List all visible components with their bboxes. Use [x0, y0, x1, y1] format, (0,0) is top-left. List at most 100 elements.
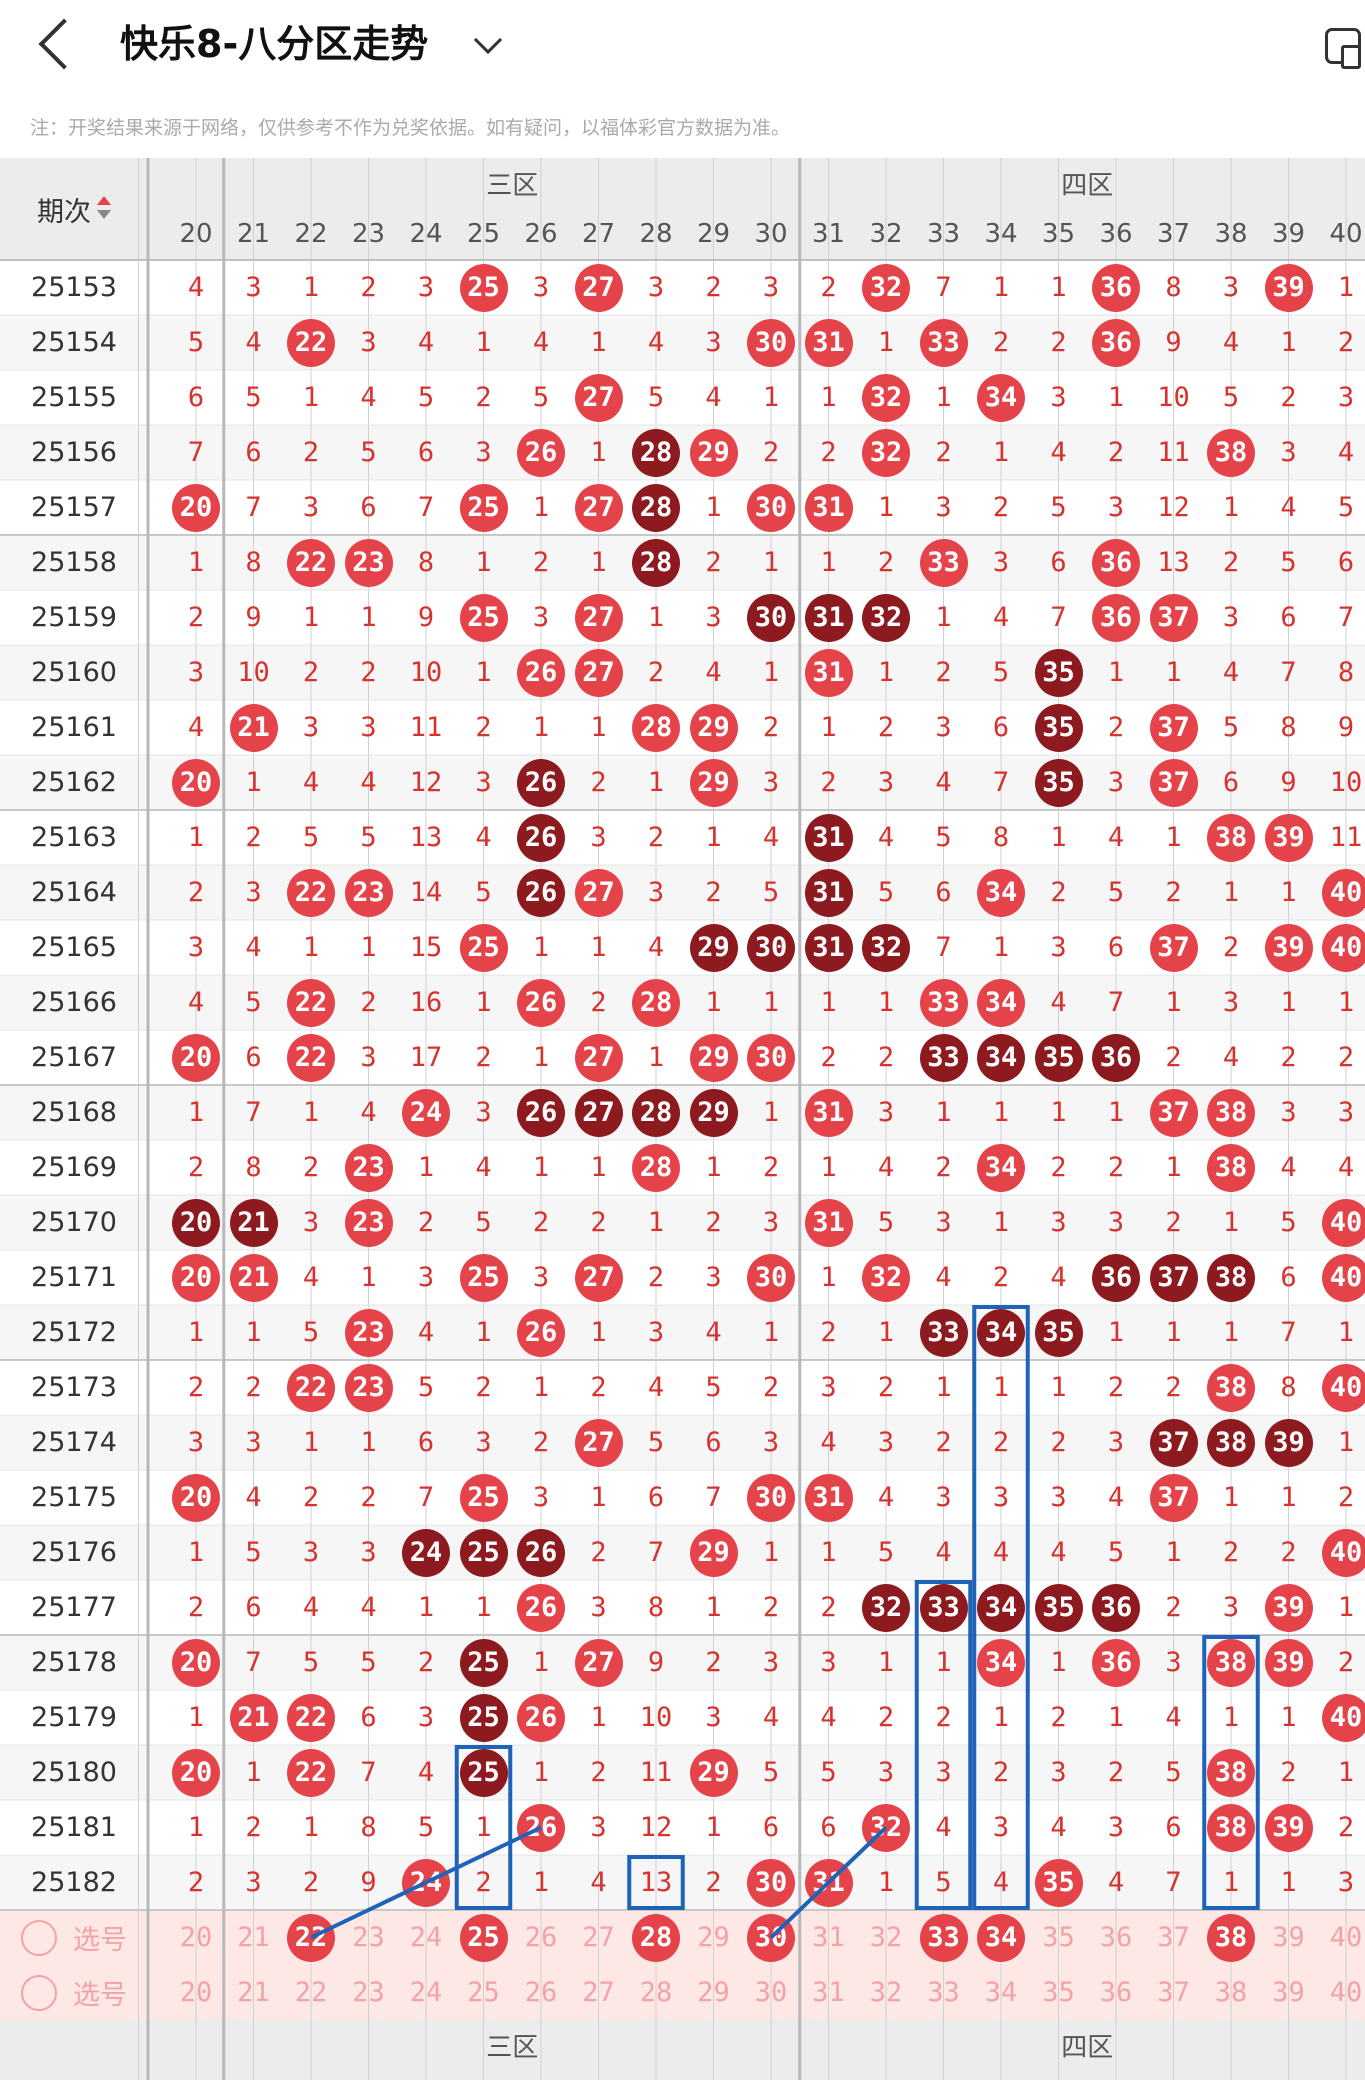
table-cell: 27 [570, 590, 628, 645]
table-cell: 3 [282, 700, 340, 755]
table-cell: 1 [972, 1360, 1030, 1415]
miss-count: 2 [1050, 327, 1067, 358]
winning-ball: 36 [1092, 263, 1140, 312]
miss-count: 1 [705, 987, 722, 1018]
table-cell: 1 [512, 700, 570, 755]
miss-count: 4 [647, 327, 665, 358]
winning-ball: 29 [689, 1033, 738, 1082]
table-cell: 4 [627, 315, 685, 370]
table-cell: 5 [1087, 1525, 1145, 1580]
table-cell: 28 [627, 535, 685, 590]
sort-arrows-icon[interactable] [95, 194, 111, 224]
stripe-row [0, 645, 1365, 700]
miss-count: 3 [762, 1647, 780, 1678]
table-cell: 3 [512, 590, 570, 645]
miss-count: 2 [1107, 1372, 1125, 1403]
table-cell: 4 [857, 1140, 915, 1195]
miss-count: 3 [475, 437, 492, 468]
back-arrow-icon[interactable] [38, 18, 90, 70]
table-cell: 33 [915, 1305, 973, 1360]
table-cell: 4 [1145, 1690, 1203, 1745]
winning-ball: 37 [1149, 1253, 1198, 1302]
miss-count: 5 [1280, 547, 1297, 578]
miss-count: 2 [1050, 1152, 1067, 1183]
table-cell: 26 [512, 1525, 570, 1580]
table-cell: 29 [685, 700, 743, 755]
table-cell: 2 [1145, 1195, 1203, 1250]
miss-count: 4 [1222, 1042, 1240, 1073]
issue-number: 25174 [31, 1427, 117, 1458]
table-cell: 1 [512, 1140, 570, 1195]
table-cell: 2 [570, 1195, 628, 1250]
issue-sort-header[interactable]: 期次 [0, 158, 148, 260]
table-cell: 10 [627, 1690, 685, 1745]
miss-count: 5 [417, 382, 435, 413]
table-cell: 11 [1145, 425, 1203, 480]
table-cell: 1 [167, 1305, 225, 1360]
table-cell: 6 [627, 1470, 685, 1525]
miss-count: 9 [1337, 712, 1355, 743]
miss-count: 5 [1222, 712, 1240, 743]
miss-count: 2 [1165, 877, 1182, 908]
chevron-down-icon[interactable] [473, 25, 503, 55]
table-cell: 6 [1030, 535, 1088, 590]
table-cell: 27 [570, 1085, 628, 1140]
miss-count: 3 [705, 1262, 722, 1293]
table-cell: 1 [742, 1085, 800, 1140]
miss-count: 1 [762, 382, 780, 413]
stripe-row [0, 1415, 1365, 1470]
miss-count: 10 [409, 657, 443, 688]
table-cell: 4 [972, 590, 1030, 645]
table-cell: 27 [570, 480, 628, 535]
miss-count: 7 [705, 1482, 722, 1513]
miss-count: 2 [1222, 932, 1240, 963]
miss-count: 11 [409, 712, 443, 743]
column-number-header: 21 [236, 219, 271, 249]
table-cell: 2 [685, 1635, 743, 1690]
winning-ball: 21 [229, 1198, 278, 1247]
table-cell: 36 [1087, 315, 1145, 370]
table-cell: 1 [282, 590, 340, 645]
table-cell: 1 [282, 370, 340, 425]
miss-count: 1 [877, 492, 895, 523]
table-cell: 31 [800, 1470, 858, 1525]
miss-count: 1 [1107, 1702, 1125, 1733]
miss-count: 1 [590, 437, 607, 468]
table-cell: 5 [627, 370, 685, 425]
miss-count: 5 [1107, 1537, 1125, 1568]
miss-count: 1 [820, 382, 837, 413]
table-cell: 39 [1260, 920, 1318, 975]
table-cell: 3 [857, 755, 915, 810]
miss-count: 10 [237, 657, 270, 688]
miss-count: 3 [1280, 1097, 1297, 1128]
miss-count: 1 [935, 1097, 952, 1128]
column-number-header: 36 [1099, 219, 1133, 249]
winning-ball: 26 [517, 1308, 565, 1357]
table-cell: 1 [1317, 1305, 1365, 1360]
miss-count: 1 [762, 1097, 780, 1128]
winning-ball: 32 [862, 1253, 910, 1302]
winning-ball: 32 [862, 593, 910, 642]
header-bg [0, 158, 1365, 260]
device-rotate-icon[interactable] [1325, 28, 1361, 69]
column-number-header: 31 [811, 219, 846, 249]
winning-ball: 33 [919, 318, 968, 367]
table-cell: 1 [742, 1305, 800, 1360]
miss-count: 2 [705, 877, 722, 908]
miss-count: 1 [1280, 327, 1297, 358]
miss-count: 1 [647, 1042, 665, 1073]
table-cell: 1 [1145, 810, 1203, 865]
miss-count: 3 [360, 1537, 377, 1568]
table-cell: 5 [340, 810, 398, 865]
table-cell: 1 [972, 920, 1030, 975]
miss-count: 1 [705, 1592, 722, 1623]
table-cell: 2 [1087, 1360, 1145, 1415]
miss-count: 2 [877, 1702, 895, 1733]
table-cell: 1 [915, 370, 973, 425]
winning-ball: 34 [977, 1033, 1025, 1082]
miss-count: 2 [187, 1592, 205, 1623]
miss-count: 5 [245, 987, 262, 1018]
winning-ball: 20 [172, 1473, 220, 1522]
table-cell: 8 [972, 810, 1030, 865]
table-cell: 3 [1145, 1635, 1203, 1690]
